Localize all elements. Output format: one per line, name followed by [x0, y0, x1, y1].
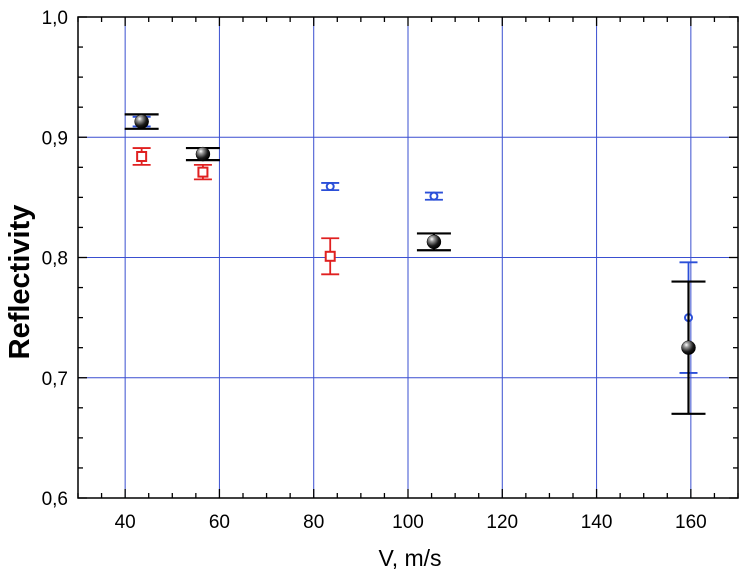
data-point	[429, 191, 439, 201]
data-point	[426, 234, 442, 250]
data-point	[134, 114, 149, 129]
y-tick-label-3: 0,9	[42, 128, 68, 149]
x-tick-label-120: 120	[486, 512, 518, 533]
data-point	[195, 146, 211, 162]
x-tick-label-140: 140	[581, 512, 613, 533]
series-open-square	[132, 147, 340, 276]
data-point	[197, 166, 209, 178]
x-tick-labels: 40 60 80 100 120 140 160	[115, 512, 707, 533]
y-tick-label-4: 1,0	[42, 8, 68, 29]
axis-ticks	[77, 16, 739, 499]
x-tick-label-160: 160	[675, 512, 707, 533]
y-tick-labels: 0,6 0,7 0,8 0,9 1,0	[42, 8, 68, 510]
x-tick-label-100: 100	[392, 512, 424, 533]
y-tick-label-2: 0,8	[42, 249, 68, 270]
x-axis-title: V, m/s	[378, 545, 441, 571]
x-tick-label-60: 60	[209, 512, 230, 533]
data-point	[325, 182, 335, 192]
x-tick-label-80: 80	[303, 512, 324, 533]
x-tick-label-40: 40	[115, 512, 136, 533]
y-axis-title: Reflectivity	[4, 205, 36, 360]
data-point	[136, 150, 148, 162]
grid-lines	[78, 17, 738, 498]
y-tick-label-1: 0,7	[42, 369, 68, 390]
series-filled-sphere	[124, 113, 706, 415]
data-point	[681, 340, 696, 355]
data-series	[124, 113, 706, 415]
y-tick-label-0: 0,6	[42, 489, 68, 510]
data-point	[324, 250, 336, 262]
series-open-circle	[132, 115, 698, 374]
